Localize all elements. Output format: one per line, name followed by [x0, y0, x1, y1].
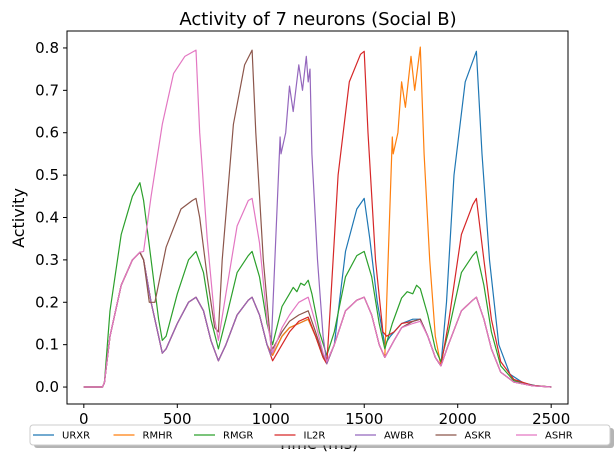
y-tick-label: 0.2: [35, 293, 59, 311]
plot-area: [66, 30, 569, 405]
x-tick-label: 1500: [345, 410, 383, 428]
x-tick-label: 500: [163, 410, 192, 428]
legend-label-rmhr: RMHR: [143, 431, 173, 442]
y-tick-label: 0.5: [35, 166, 59, 184]
legend-label-awbr: AWBR: [384, 431, 414, 442]
legend-label-il2r: IL2R: [304, 431, 326, 442]
x-tick-label: 2500: [532, 410, 570, 428]
x-axis: 0 500 1000 1500 2000 2500: [79, 404, 570, 428]
x-tick-label: 0: [79, 410, 89, 428]
y-tick-label: 0.3: [35, 251, 59, 269]
y-tick-label: 0.1: [35, 336, 59, 354]
legend-label-rmgr: RMGR: [223, 431, 253, 442]
legend-items: URXR RMHR RMGR IL2R AWBR ASKR ASHR: [33, 431, 573, 442]
legend-label-ashr: ASHR: [545, 431, 573, 442]
y-tick-label: 0.0: [35, 378, 59, 396]
legend-label-urxr: URXR: [62, 431, 90, 442]
y-tick-label: 0.6: [35, 124, 59, 142]
chart-title: Activity of 7 neurons (Social B): [179, 9, 456, 30]
y-axis: 0.0 0.1 0.2 0.3 0.4 0.5 0.6 0.7 0.8: [35, 39, 67, 396]
x-tick-label: 1000: [252, 410, 290, 428]
legend: URXR RMHR RMGR IL2R AWBR ASKR ASHR: [29, 424, 614, 448]
legend-box: [29, 424, 611, 446]
plot-background: [67, 31, 568, 404]
x-tick-label: 2000: [439, 410, 477, 428]
series-line-rmgr: [83, 182, 552, 388]
y-tick-label: 0.7: [35, 81, 59, 99]
legend-label-askr: ASKR: [465, 431, 492, 442]
series-line-ashr: [83, 49, 552, 388]
y-tick-label: 0.8: [35, 39, 59, 57]
series-layer: [83, 46, 552, 388]
y-tick-label: 0.4: [35, 209, 59, 227]
y-axis-label: Activity: [9, 188, 28, 248]
